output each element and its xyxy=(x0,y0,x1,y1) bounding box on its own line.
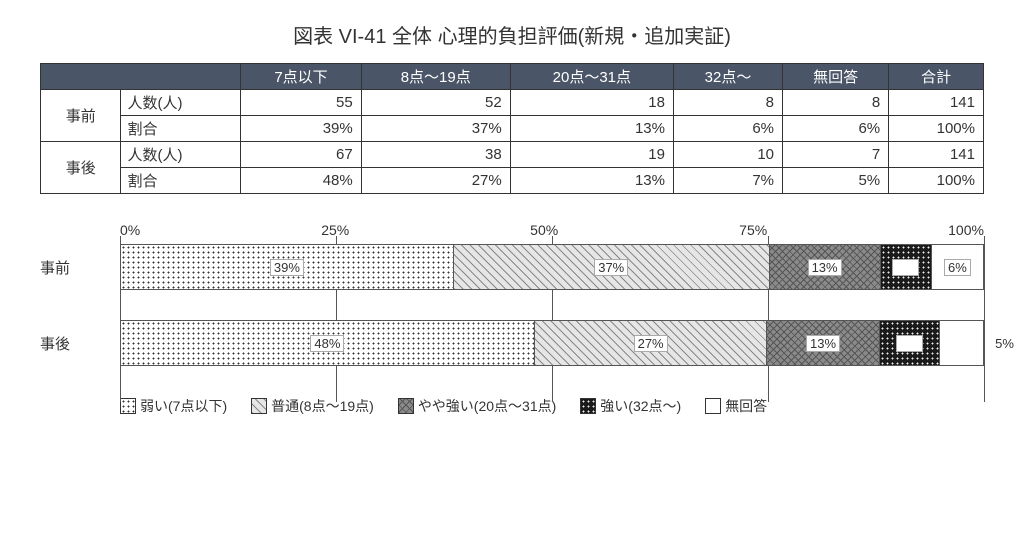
axis-tick: 75% xyxy=(739,222,767,238)
segment-value-label: 39% xyxy=(270,259,304,276)
table-corner xyxy=(41,64,241,90)
segment-value-label: 6% xyxy=(892,259,919,276)
chart-title: 図表 VI-41 全体 心理的負担評価(新規・追加実証) xyxy=(40,20,984,49)
bar-segment: 7% xyxy=(880,321,940,365)
bar-segment: 13% xyxy=(770,245,881,289)
bar-track: 39% 37% 13% 6% 6% xyxy=(120,244,984,290)
bar-row: 事後 48% 27% 13% 7% 5% xyxy=(40,320,984,366)
table-cell: 100% xyxy=(889,116,984,142)
bar-segment: 48% xyxy=(121,321,535,365)
row-sublabel: 割合 xyxy=(121,168,241,194)
axis-tick: 50% xyxy=(530,222,558,238)
bar-segment: 37% xyxy=(454,245,770,289)
column-header: 無回答 xyxy=(783,64,889,90)
segment-value-label: 6% xyxy=(944,259,971,276)
legend-label: 強い(32点～) xyxy=(600,396,681,416)
legend-item: 弱い(7点以下) xyxy=(120,396,227,416)
legend-label: 弱い(7点以下) xyxy=(140,396,227,416)
column-header: 20点～31点 xyxy=(510,64,673,90)
table-cell: 48% xyxy=(241,168,361,194)
bar-segment: 5% xyxy=(940,321,983,365)
axis-tick: 25% xyxy=(321,222,349,238)
bar-category-label: 事前 xyxy=(40,257,120,278)
data-table: 7点以下8点～19点20点～31点32点～無回答合計 事前人数(人)555218… xyxy=(40,63,984,194)
table-cell: 38 xyxy=(361,142,510,168)
bar-category-label: 事後 xyxy=(40,333,120,354)
legend-label: 無回答 xyxy=(725,396,767,416)
legend-swatch xyxy=(251,398,267,414)
column-header: 合計 xyxy=(889,64,984,90)
table-cell: 5% xyxy=(783,168,889,194)
table-cell: 6% xyxy=(783,116,889,142)
stacked-bar-chart: 0% 25% 50% 75% 100% 事前 39% 37% 13% 6% 6% 事後 48% 27% 1… xyxy=(40,222,984,416)
bar-track: 48% 27% 13% 7% 5% xyxy=(120,320,984,366)
row-sublabel: 人数(人) xyxy=(121,90,241,116)
legend-item: 強い(32点～) xyxy=(580,396,681,416)
bar-segment: 27% xyxy=(535,321,768,365)
column-header: 8点～19点 xyxy=(361,64,510,90)
table-cell: 141 xyxy=(889,142,984,168)
table-cell: 7% xyxy=(673,168,782,194)
bar-segment: 6% xyxy=(932,245,983,289)
table-cell: 39% xyxy=(241,116,361,142)
segment-value-label: 13% xyxy=(808,259,842,276)
legend-label: やや強い(20点～31点) xyxy=(418,396,556,416)
table-cell: 141 xyxy=(889,90,984,116)
bar-row: 事前 39% 37% 13% 6% 6% xyxy=(40,244,984,290)
table-cell: 7 xyxy=(783,142,889,168)
table-cell: 55 xyxy=(241,90,361,116)
segment-value-label: 13% xyxy=(806,335,840,352)
legend: 弱い(7点以下) 普通(8点～19点) やや強い(20点～31点) 強い(32点～) 無… xyxy=(120,396,984,416)
table-cell: 13% xyxy=(510,116,673,142)
axis-tick: 0% xyxy=(120,222,140,238)
legend-swatch xyxy=(705,398,721,414)
table-cell: 8 xyxy=(673,90,782,116)
segment-value-label: 27% xyxy=(634,335,668,352)
legend-item: やや強い(20点～31点) xyxy=(398,396,556,416)
table-cell: 19 xyxy=(510,142,673,168)
column-header: 32点～ xyxy=(673,64,782,90)
table-cell: 8 xyxy=(783,90,889,116)
legend-label: 普通(8点～19点) xyxy=(271,396,374,416)
table-cell: 100% xyxy=(889,168,984,194)
row-sublabel: 人数(人) xyxy=(121,142,241,168)
legend-swatch xyxy=(398,398,414,414)
table-cell: 10 xyxy=(673,142,782,168)
axis-tick: 100% xyxy=(948,222,984,238)
table-cell: 13% xyxy=(510,168,673,194)
row-sublabel: 割合 xyxy=(121,116,241,142)
axis-ticks: 0% 25% 50% 75% 100% xyxy=(120,222,984,238)
legend-swatch xyxy=(580,398,596,414)
bar-segment: 13% xyxy=(767,321,879,365)
column-header: 7点以下 xyxy=(241,64,361,90)
table-cell: 18 xyxy=(510,90,673,116)
legend-item: 普通(8点～19点) xyxy=(251,396,374,416)
bar-segment: 6% xyxy=(881,245,932,289)
segment-value-label: 37% xyxy=(594,259,628,276)
legend-item: 無回答 xyxy=(705,396,767,416)
table-cell: 6% xyxy=(673,116,782,142)
segment-value-label: 5% xyxy=(992,336,1017,351)
segment-value-label: 7% xyxy=(896,335,923,352)
legend-swatch xyxy=(120,398,136,414)
row-group-label: 事前 xyxy=(41,90,121,142)
row-group-label: 事後 xyxy=(41,142,121,194)
bar-segment: 39% xyxy=(121,245,454,289)
table-cell: 27% xyxy=(361,168,510,194)
segment-value-label: 48% xyxy=(310,335,344,352)
table-cell: 52 xyxy=(361,90,510,116)
table-cell: 67 xyxy=(241,142,361,168)
table-cell: 37% xyxy=(361,116,510,142)
